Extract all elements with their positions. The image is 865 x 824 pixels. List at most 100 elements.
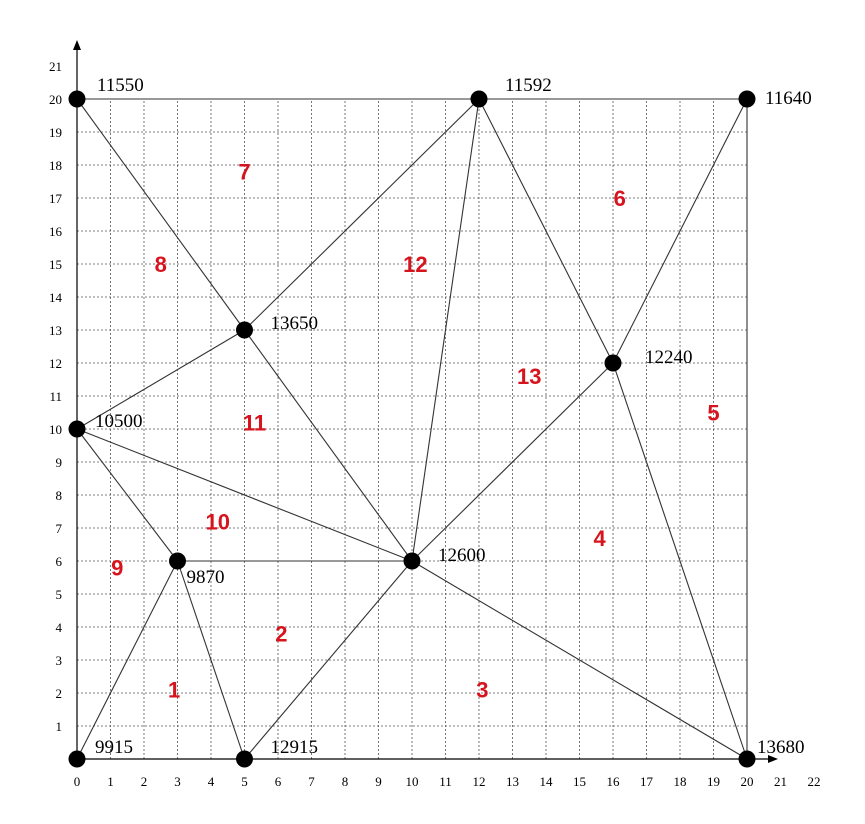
x-tick-label: 16 — [607, 774, 621, 789]
node-dot — [470, 90, 488, 108]
y-tick-label: 4 — [56, 620, 63, 635]
x-tick-label: 13 — [506, 774, 519, 789]
region-number-label: 6 — [614, 186, 626, 211]
edge-line — [411, 362, 614, 562]
y-tick-label: 16 — [49, 224, 63, 239]
x-tick-label: 3 — [174, 774, 181, 789]
y-tick-label: 2 — [56, 686, 63, 701]
edge-line — [76, 98, 245, 331]
x-tick-label: 22 — [808, 774, 821, 789]
y-tick-label: 10 — [49, 422, 62, 437]
y-tick-label: 11 — [49, 389, 62, 404]
y-tick-label: 17 — [49, 191, 63, 206]
node-dot — [68, 90, 86, 108]
region-number-label: 11 — [243, 410, 266, 435]
edge-line — [411, 98, 480, 562]
x-tick-label: 14 — [540, 774, 554, 789]
edge-line — [76, 329, 245, 430]
edge-line — [612, 362, 748, 760]
x-tick-label: 12 — [473, 774, 486, 789]
region-number-label: 13 — [517, 364, 541, 389]
node-value-label: 13650 — [271, 313, 319, 334]
edge-line — [176, 560, 246, 760]
y-tick-label: 9 — [56, 455, 63, 470]
edge-line — [244, 98, 480, 331]
node-value-label: 11550 — [97, 75, 144, 96]
y-tick-label: 1 — [56, 719, 63, 734]
x-tick-label: 10 — [406, 774, 419, 789]
node-value-label: 12240 — [645, 347, 693, 368]
x-tick-label: 21 — [774, 774, 787, 789]
node-dot — [738, 750, 756, 768]
y-tick-label: 3 — [56, 653, 63, 668]
node-dot — [68, 420, 86, 438]
y-tick-label: 8 — [56, 488, 63, 503]
y-tick-label: 18 — [49, 158, 62, 173]
axes — [73, 40, 778, 763]
x-tick-label: 6 — [275, 774, 282, 789]
y-tick-label: 7 — [56, 521, 63, 536]
tick-labels: 0 1 2 3 4 5 6 7 8 9 10 11 12 13 14 15 16 17 18 19 20 21 221234… — [49, 59, 821, 789]
region-number-label: 7 — [238, 160, 250, 185]
x-tick-label: 2 — [141, 774, 148, 789]
x-tick-label: 1 — [107, 774, 114, 789]
nodes — [68, 90, 756, 768]
node-value-label: 12600 — [438, 545, 486, 566]
edge-line — [244, 560, 413, 760]
edge-line — [411, 560, 748, 760]
region-number-label: 1 — [168, 678, 180, 703]
edge-line — [76, 428, 413, 562]
edge-line — [478, 98, 614, 364]
edges — [76, 98, 748, 760]
region-number-label: 3 — [476, 678, 488, 703]
x-tick-label: 20 — [741, 774, 754, 789]
edge-line — [76, 428, 178, 562]
node-dot — [738, 90, 756, 108]
x-tick-label: 5 — [241, 774, 248, 789]
y-tick-label: 19 — [49, 125, 62, 140]
region-number-label: 8 — [155, 252, 167, 277]
region-number-label: 5 — [707, 401, 719, 426]
x-tick-label: 9 — [375, 774, 382, 789]
y-tick-label: 12 — [49, 356, 62, 371]
node-value-label: 13680 — [757, 737, 805, 758]
grid — [77, 98, 748, 759]
node-dot — [403, 552, 421, 570]
y-tick-label: 5 — [56, 587, 63, 602]
region-number-label: 12 — [403, 252, 427, 277]
edge-line — [244, 329, 413, 562]
x-tick-label: 17 — [640, 774, 654, 789]
y-tick-label: 6 — [56, 554, 63, 569]
x-tick-label: 4 — [208, 774, 215, 789]
node-dot — [236, 750, 253, 768]
x-axis-arrow — [768, 755, 778, 763]
x-tick-label: 15 — [573, 774, 586, 789]
node-dot — [236, 321, 253, 339]
y-axis-arrow — [73, 40, 81, 50]
node-value-label: 12915 — [271, 737, 319, 758]
node-value-label: 10500 — [95, 411, 143, 432]
edge-line — [612, 98, 748, 364]
y-tick-label: 15 — [49, 257, 62, 272]
node-dot — [604, 354, 622, 372]
node-dot — [169, 552, 186, 570]
region-number-label: 10 — [205, 509, 229, 534]
node-value-label: 11640 — [765, 88, 812, 109]
node-value-label: 11592 — [505, 75, 552, 96]
y-tick-label: 20 — [49, 92, 62, 107]
y-tick-label: 21 — [49, 59, 62, 74]
x-tick-label: 19 — [707, 774, 720, 789]
x-tick-label: 7 — [308, 774, 315, 789]
node-value-label: 9870 — [187, 567, 225, 588]
y-tick-label: 14 — [49, 290, 63, 305]
region-number-label: 4 — [593, 526, 606, 551]
x-tick-label: 18 — [674, 774, 687, 789]
node-labels: 9915 12915 1368098701260010500122401365011… — [95, 75, 812, 758]
edge-line — [76, 560, 178, 760]
x-tick-label: 11 — [439, 774, 452, 789]
region-number-label: 2 — [275, 622, 287, 647]
node-value-label: 9915 — [95, 737, 133, 758]
x-tick-label: 0 — [74, 774, 81, 789]
